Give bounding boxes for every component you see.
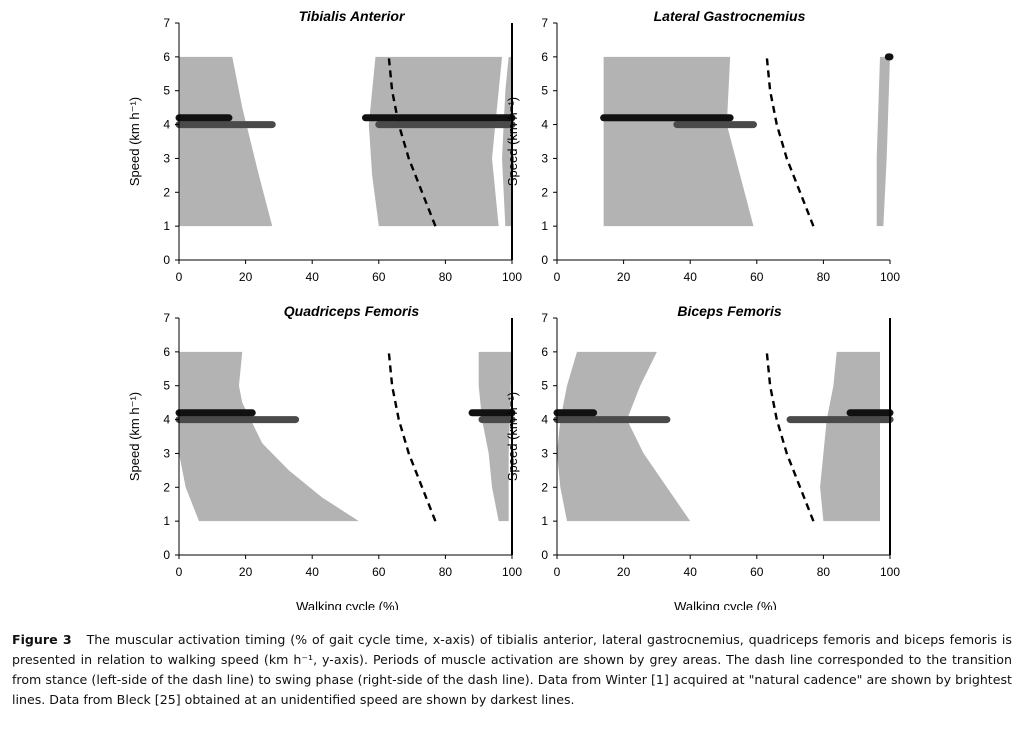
- y-tick-label: 7: [541, 311, 548, 325]
- stance-swing-transition-line: [765, 56, 815, 227]
- activation-area: [179, 351, 359, 522]
- y-tick-label: 3: [541, 151, 548, 165]
- y-tick-label: 5: [163, 84, 170, 98]
- x-tick-label: 0: [554, 565, 561, 579]
- y-tick-label: 3: [541, 446, 548, 460]
- x-tick-label: 60: [372, 270, 386, 284]
- caption-text: The muscular activation timing (% of gai…: [12, 632, 1012, 707]
- y-axis-label: Speed (km h⁻¹): [505, 97, 520, 186]
- y-tick-label: 0: [163, 253, 170, 267]
- y-tick-label: 7: [163, 16, 170, 30]
- y-axis-label: Speed (km h⁻¹): [127, 392, 142, 481]
- activation-area: [478, 351, 512, 522]
- x-tick-label: 0: [554, 270, 561, 284]
- x-tick-label: 100: [502, 270, 522, 284]
- stance-swing-transition-line: [387, 56, 437, 227]
- y-tick-label: 0: [163, 548, 170, 562]
- y-tick-label: 1: [163, 514, 170, 528]
- x-tick-label: 100: [880, 565, 900, 579]
- x-tick-label: 20: [239, 565, 253, 579]
- x-tick-label: 40: [684, 270, 698, 284]
- x-tick-label: 80: [817, 565, 831, 579]
- y-tick-label: 0: [541, 253, 548, 267]
- chart-panel-2: 0 1 2 3 4 5 6 7 0 20 40 60 80 100 Lateral Gastrocnemiu…: [505, 8, 900, 284]
- x-axis-label: Walking cycle (%): [296, 599, 399, 610]
- x-tick-label: 60: [372, 565, 386, 579]
- x-tick-label: 20: [239, 270, 253, 284]
- stance-swing-transition-line: [387, 351, 437, 522]
- x-tick-label: 0: [176, 270, 183, 284]
- x-tick-label: 40: [684, 565, 698, 579]
- y-tick-label: 2: [163, 480, 170, 494]
- x-tick-label: 0: [176, 565, 183, 579]
- x-tick-label: 100: [880, 270, 900, 284]
- y-tick-label: 0: [541, 548, 548, 562]
- figure-caption: Figure 3 The muscular activation timing …: [12, 630, 1012, 710]
- activation-area: [502, 56, 512, 227]
- x-tick-label: 100: [502, 565, 522, 579]
- x-axis-label: Walking cycle (%): [674, 599, 777, 610]
- y-tick-label: 2: [163, 185, 170, 199]
- panel-title: Tibialis Anterior: [299, 8, 406, 24]
- y-tick-label: 4: [541, 413, 548, 427]
- y-tick-label: 7: [541, 16, 548, 30]
- y-tick-label: 4: [541, 118, 548, 132]
- activation-area: [179, 56, 273, 227]
- y-tick-label: 6: [541, 50, 548, 64]
- caption-label: Figure 3: [12, 632, 72, 647]
- y-tick-label: 5: [541, 84, 548, 98]
- panel-title: Biceps Femoris: [677, 303, 781, 319]
- x-tick-label: 80: [439, 565, 453, 579]
- stance-swing-transition-line: [765, 351, 815, 522]
- activation-area: [876, 56, 890, 227]
- y-tick-label: 3: [163, 446, 170, 460]
- y-tick-label: 6: [541, 345, 548, 359]
- chart-panel-4: 0 1 2 3 4 5 6 7 0 20 40 60 80 100 Biceps Femoris Speed …: [505, 303, 900, 610]
- y-tick-label: 1: [541, 514, 548, 528]
- x-tick-label: 40: [306, 270, 320, 284]
- activation-area: [603, 56, 754, 227]
- y-axis-label: Speed (km h⁻¹): [505, 392, 520, 481]
- x-tick-label: 80: [817, 270, 831, 284]
- panel-title: Lateral Gastrocnemius: [654, 8, 806, 24]
- activation-area: [557, 351, 691, 522]
- x-tick-label: 60: [750, 565, 764, 579]
- x-tick-label: 20: [617, 270, 631, 284]
- y-tick-label: 6: [163, 50, 170, 64]
- y-tick-label: 4: [163, 413, 170, 427]
- x-tick-label: 20: [617, 565, 631, 579]
- y-tick-label: 1: [163, 219, 170, 233]
- x-tick-label: 60: [750, 270, 764, 284]
- panel-title: Quadriceps Femoris: [284, 303, 420, 319]
- chart-panel-1: 0 1 2 3 4 5 6 7 0 20 40 60 80 100 Tibialis Anterior Spe…: [127, 8, 522, 284]
- x-tick-label: 40: [306, 565, 320, 579]
- y-tick-label: 5: [163, 379, 170, 393]
- y-tick-label: 4: [163, 118, 170, 132]
- y-tick-label: 2: [541, 480, 548, 494]
- y-tick-label: 6: [163, 345, 170, 359]
- y-tick-label: 1: [541, 219, 548, 233]
- y-tick-label: 7: [163, 311, 170, 325]
- y-axis-label: Speed (km h⁻¹): [127, 97, 142, 186]
- y-tick-label: 5: [541, 379, 548, 393]
- y-tick-label: 3: [163, 151, 170, 165]
- x-tick-label: 80: [439, 270, 453, 284]
- activation-area: [368, 56, 503, 227]
- activation-area: [820, 351, 881, 522]
- y-tick-label: 2: [541, 185, 548, 199]
- chart-panel-3: 0 1 2 3 4 5 6 7 0 20 40 60 80 100 Quadriceps Femoris Sp…: [127, 303, 522, 610]
